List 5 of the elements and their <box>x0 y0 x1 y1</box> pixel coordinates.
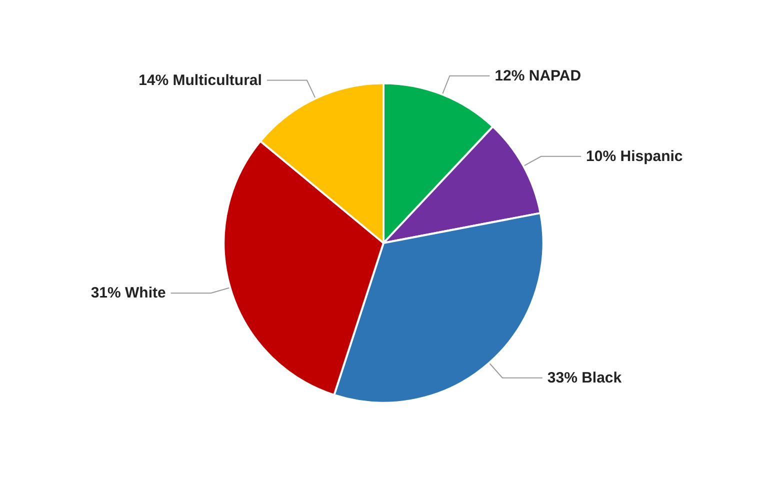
slice-label: 33% Black <box>547 369 622 386</box>
slice-label: 31% White <box>90 284 166 302</box>
slice-label: 10% Hispanic <box>586 148 683 165</box>
slice-label: 12% NAPAD <box>494 67 582 84</box>
slice-label: 14% Multicultural <box>138 72 262 89</box>
